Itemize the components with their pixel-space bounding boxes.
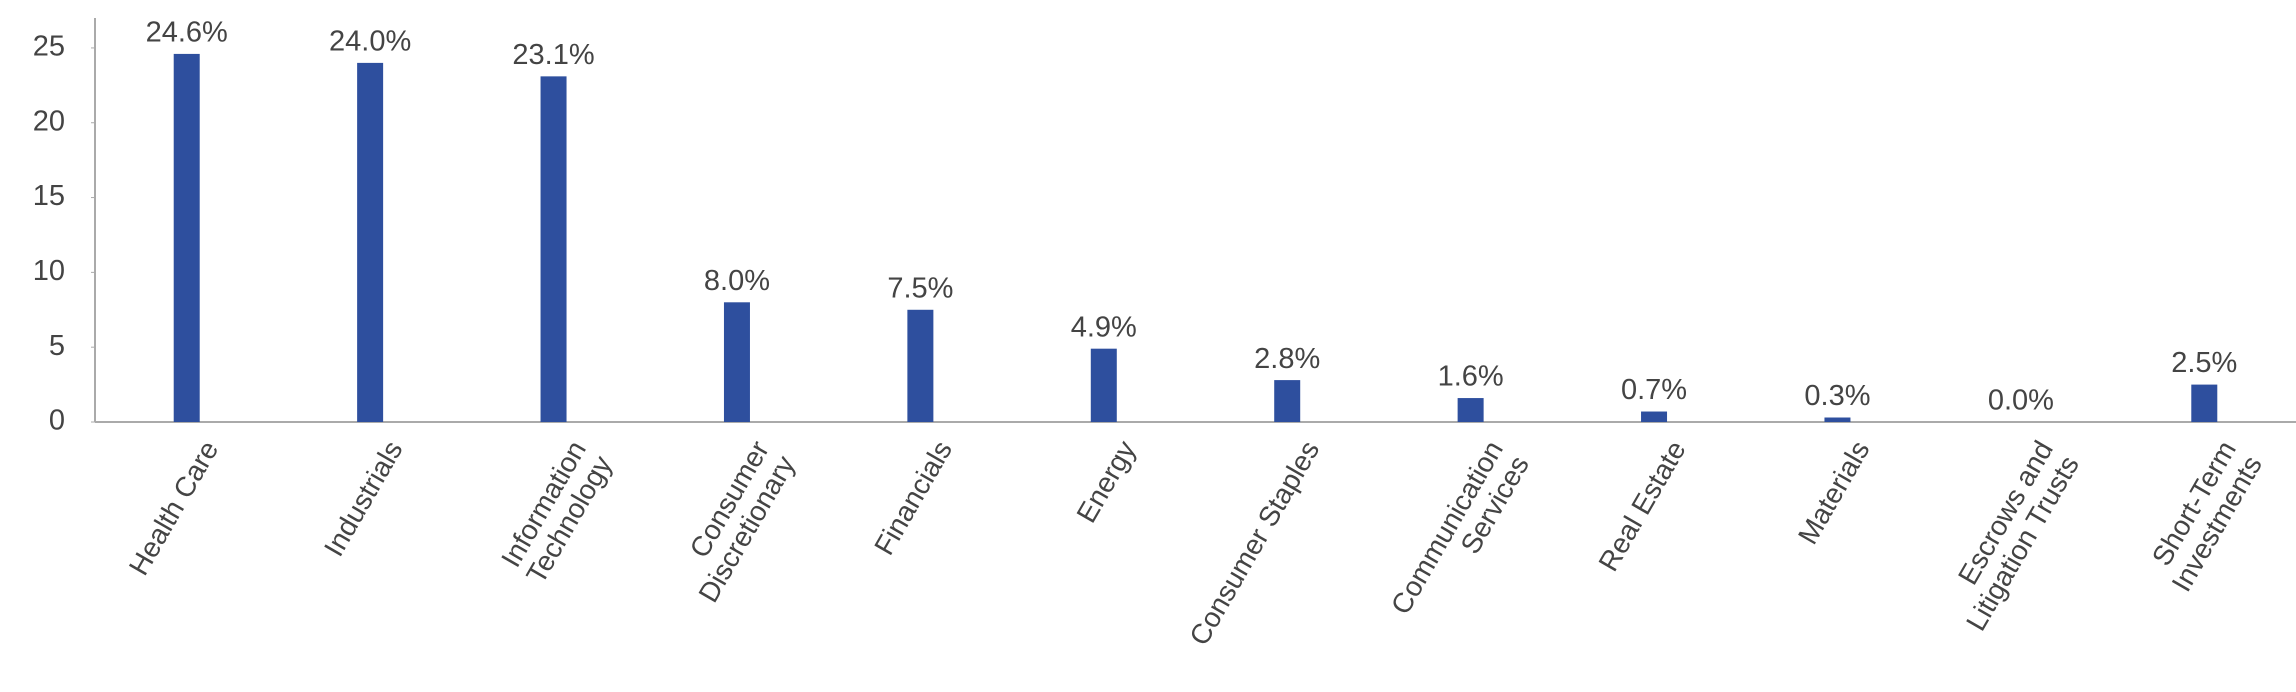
y-tick-label: 25: [33, 31, 65, 63]
data-label: 24.0%: [329, 26, 411, 58]
y-tick-label: 0: [49, 405, 65, 437]
data-label: 0.3%: [1804, 380, 1870, 412]
data-label: 7.5%: [887, 272, 953, 304]
data-label: 2.5%: [2171, 347, 2237, 379]
bar: [357, 62, 384, 423]
bar: [540, 76, 567, 422]
bar: [2191, 384, 2218, 422]
data-label: 2.8%: [1254, 343, 1320, 375]
y-tick-label: 5: [49, 330, 65, 362]
bar: [1274, 380, 1301, 422]
bar: [907, 309, 934, 422]
data-label: 0.7%: [1621, 374, 1687, 406]
bar: [1090, 348, 1117, 422]
y-tick-label: 15: [33, 180, 65, 212]
bar: [173, 53, 200, 423]
data-label: 23.1%: [512, 39, 594, 71]
bar: [1824, 417, 1851, 422]
data-label: 4.9%: [1071, 311, 1137, 343]
data-label: 8.0%: [704, 265, 770, 297]
bar: [1641, 411, 1668, 422]
data-label: 1.6%: [1438, 361, 1504, 393]
y-tick-label: 20: [33, 105, 65, 137]
bar: [1457, 398, 1484, 422]
data-label: 0.0%: [1988, 385, 2054, 417]
bar: [723, 302, 750, 422]
data-label: 24.6%: [146, 17, 228, 49]
y-tick-label: 10: [33, 255, 65, 287]
